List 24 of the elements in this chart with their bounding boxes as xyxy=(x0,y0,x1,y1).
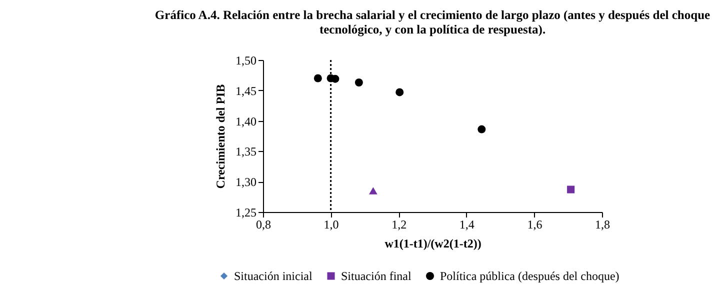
legend-label: Situación inicial xyxy=(234,269,313,283)
x-tick-label: 1,8 xyxy=(595,218,610,232)
legend-label: Situación final xyxy=(341,269,412,283)
y-tick-label: 1,50 xyxy=(236,54,256,68)
legend-label: Política pública (después del choque) xyxy=(440,269,620,283)
point xyxy=(314,74,322,82)
y-axis-title: Crecimiento del PIB xyxy=(214,84,228,189)
x-tick-label: 1,4 xyxy=(459,218,474,232)
y-tick-label: 1,35 xyxy=(236,144,256,159)
point xyxy=(354,78,363,86)
point xyxy=(368,187,378,194)
y-tick-label: 1,45 xyxy=(236,84,256,98)
chart-title: Gráfico A.4. Relación entre la brecha salarial y el crecimiento de largo plazo (antes y después del choque tecnológico, y con la política de respuesta). xyxy=(154,8,711,36)
point xyxy=(567,186,575,194)
y-tick-label: 1,30 xyxy=(236,175,256,190)
point xyxy=(478,125,486,134)
x-tick-label: 1,2 xyxy=(392,218,407,232)
y-tick-label: 1,40 xyxy=(236,114,256,128)
x-tick-label: 1,0 xyxy=(324,218,339,232)
y-tick-label: 1,25 xyxy=(236,206,256,220)
x-tick-label: 1,6 xyxy=(527,218,542,232)
x-tick-label: 0,8 xyxy=(256,218,271,232)
x-axis-title: w1(1-t1)/(w2(1-t2)) xyxy=(384,236,482,250)
point xyxy=(396,88,404,96)
